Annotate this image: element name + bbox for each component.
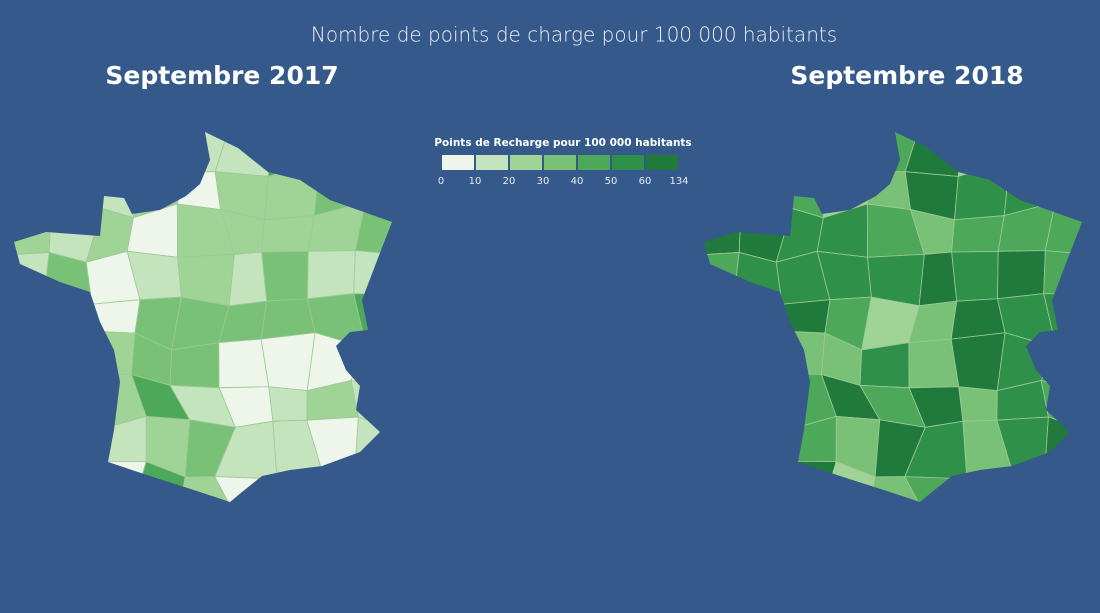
legend: 0 10 20 30 40 50 60 134 <box>438 155 689 187</box>
legend-swatch <box>510 155 542 170</box>
legend-swatch <box>476 155 508 170</box>
legend-tick-label: 40 <box>571 176 584 187</box>
department <box>950 332 1006 392</box>
department <box>260 332 316 392</box>
legend-swatch <box>612 155 644 170</box>
legend-tick-label: 30 <box>537 176 550 187</box>
department <box>307 250 356 300</box>
legend-tick-label: 20 <box>503 176 516 187</box>
legend-tick-label: 0 <box>438 176 444 187</box>
department <box>958 386 998 422</box>
legend-title: Points de Recharge pour 100 000 habitant… <box>434 137 691 149</box>
page-title: Nombre de points de charge pour 100 000 … <box>311 23 837 47</box>
department <box>218 338 270 389</box>
department <box>261 215 315 253</box>
legend-swatch <box>646 155 678 170</box>
legend-swatch <box>442 155 474 170</box>
legend-tick-label: 60 <box>639 176 652 187</box>
department <box>918 251 958 307</box>
map-title: Septembre 2017 <box>105 61 338 90</box>
legend-tick-label: 134 <box>669 176 688 187</box>
department <box>908 338 960 389</box>
map-title: Septembre 2018 <box>790 61 1023 90</box>
legend-tick-label: 50 <box>605 176 618 187</box>
department <box>859 342 910 389</box>
department <box>951 250 999 302</box>
department <box>268 386 308 422</box>
department <box>261 250 309 302</box>
legend-swatch <box>578 155 610 170</box>
department <box>169 342 220 389</box>
department <box>260 298 316 340</box>
department <box>997 250 1046 300</box>
department <box>951 215 1005 253</box>
department <box>228 251 268 307</box>
legend-tick-label: 10 <box>469 176 482 187</box>
department <box>950 298 1006 340</box>
legend-swatch <box>544 155 576 170</box>
